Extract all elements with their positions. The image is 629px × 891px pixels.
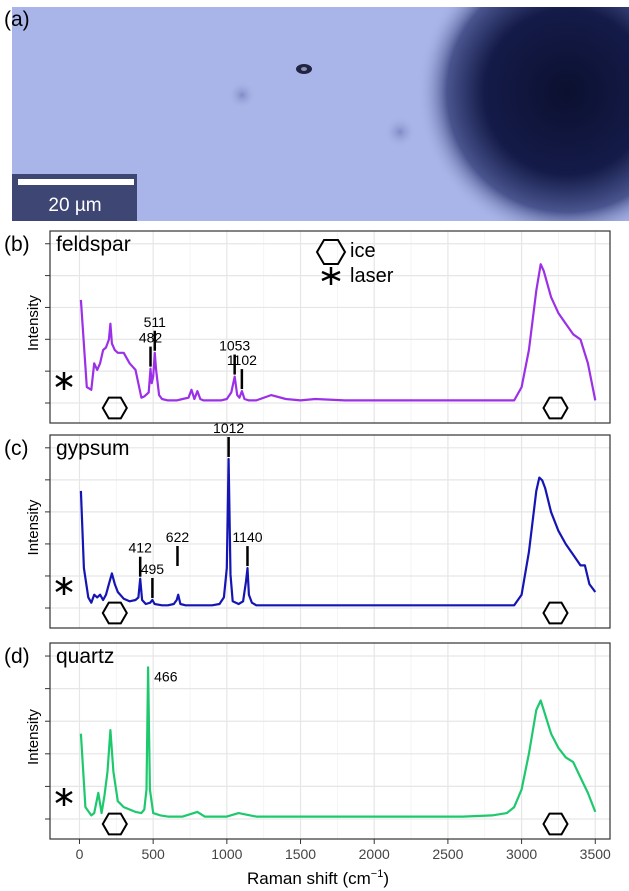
microscope-image: 20 µm xyxy=(12,7,629,221)
panel-label: (c) xyxy=(4,437,29,460)
panel-frame xyxy=(49,230,611,424)
asterisk-icon xyxy=(55,372,73,390)
peak-label: 622 xyxy=(166,529,190,545)
x-tick-label: 500 xyxy=(141,846,165,862)
hexagon-icon xyxy=(542,396,569,420)
peak-label: 1140 xyxy=(232,529,262,545)
hexagon-icon xyxy=(101,396,128,420)
hexagon-icon xyxy=(542,812,569,836)
legend: ice laser xyxy=(315,239,394,287)
scale-bar-label: 20 µm xyxy=(48,195,101,216)
peak-label: 482 xyxy=(139,330,163,346)
panel-frame xyxy=(49,642,611,840)
y-axis-label: Intensity xyxy=(25,709,42,765)
x-tick-label: 1500 xyxy=(285,846,316,862)
peak-label: 466 xyxy=(154,668,178,684)
particle-blur xyxy=(384,116,416,148)
x-tick-label: 3000 xyxy=(506,846,537,862)
panel-label: (d) xyxy=(4,645,30,668)
asterisk-icon xyxy=(321,267,341,285)
x-tick-label: 2500 xyxy=(432,846,463,862)
hexagon-icon xyxy=(542,601,569,625)
scale-bar xyxy=(18,179,134,185)
spectrum-line-feldspar xyxy=(79,263,597,402)
x-tick-label: 1000 xyxy=(211,846,242,862)
y-axis-label: Intensity xyxy=(25,295,42,351)
peak-label: 1102 xyxy=(227,352,257,368)
spectrum-line-gypsum xyxy=(79,457,597,607)
panel-a-label: (a) xyxy=(4,8,30,31)
plot-area xyxy=(50,231,610,423)
y-axis-label: Intensity xyxy=(25,499,42,555)
peak-label: 511 xyxy=(144,314,167,330)
hexagon-icon xyxy=(315,239,347,265)
asterisk-icon xyxy=(55,788,73,806)
peak-label: 495 xyxy=(141,561,165,577)
legend-ice-label: ice xyxy=(350,240,376,262)
x-tick-label: 3500 xyxy=(580,846,611,862)
x-tick-label: 0 xyxy=(76,846,84,862)
peak-label: 412 xyxy=(129,540,153,556)
mineral-name: quartz xyxy=(56,645,114,668)
x-tick-label: 2000 xyxy=(359,846,390,862)
asterisk-icon xyxy=(55,577,73,595)
legend-laser-label: laser xyxy=(350,265,394,287)
mineral-name: feldspar xyxy=(56,233,131,256)
hexagon-icon xyxy=(101,601,128,625)
panel-frame xyxy=(49,434,611,629)
mineral-name: gypsum xyxy=(56,437,130,460)
peak-label: 1012 xyxy=(213,420,244,436)
x-axis-title: Raman shift (cm−1) xyxy=(247,868,389,888)
ice-crystal-shadow xyxy=(417,7,629,221)
panel-quartz: 466 (d) quartz Intensity 0 500 1000 1500 2000 250… xyxy=(4,642,611,862)
panel-label: (b) xyxy=(4,233,30,256)
plot-area xyxy=(50,435,610,628)
plot-area xyxy=(50,643,610,839)
peak-label: 1053 xyxy=(219,338,250,354)
hexagon-icon xyxy=(101,812,128,836)
spectrum-line-quartz xyxy=(79,666,597,818)
particle-blur xyxy=(228,81,256,109)
